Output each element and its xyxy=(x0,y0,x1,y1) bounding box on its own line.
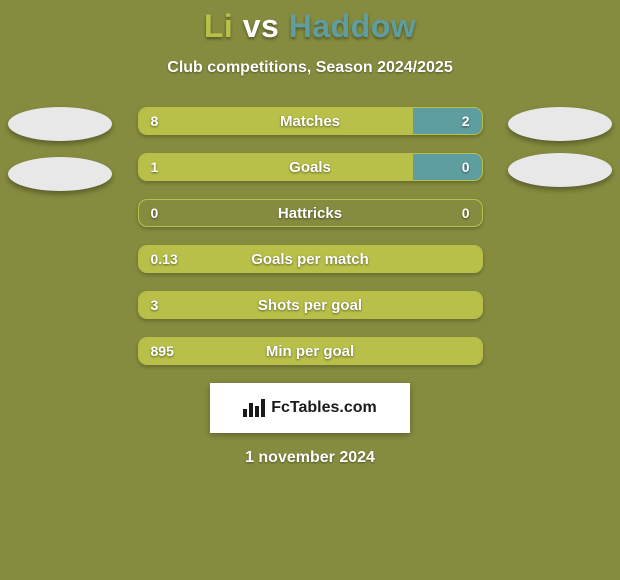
stat-row: 10Goals xyxy=(138,153,483,181)
chart-icon xyxy=(243,399,265,417)
comparison-title: Li vs Haddow xyxy=(0,0,620,45)
stat-bars: 82Matches 10Goals 00Hattricks 0.13Goals per… xyxy=(138,107,483,365)
player1-avatar xyxy=(8,107,112,141)
vs-text: vs xyxy=(233,8,288,44)
fctables-logo: FcTables.com xyxy=(210,383,410,433)
player1-avatar-column xyxy=(8,107,112,191)
player1-club-badge xyxy=(8,157,112,191)
player2-avatar xyxy=(508,107,612,141)
stat-label: Shots per goal xyxy=(139,292,482,318)
player1-name: Li xyxy=(204,8,233,44)
logo-text: FcTables.com xyxy=(271,399,377,417)
player2-name: Haddow xyxy=(289,8,416,44)
stat-row: 00Hattricks xyxy=(138,199,483,227)
stat-row: 82Matches xyxy=(138,107,483,135)
player2-avatar-column xyxy=(508,107,612,187)
stat-row: 895Min per goal xyxy=(138,337,483,365)
stat-label: Matches xyxy=(139,108,482,134)
compare-area: 82Matches 10Goals 00Hattricks 0.13Goals per… xyxy=(0,107,620,365)
stat-label: Min per goal xyxy=(139,338,482,364)
stat-label: Goals xyxy=(139,154,482,180)
footer-date: 1 november 2024 xyxy=(0,449,620,467)
player2-club-badge xyxy=(508,153,612,187)
stat-row: 0.13Goals per match xyxy=(138,245,483,273)
subtitle: Club competitions, Season 2024/2025 xyxy=(0,59,620,77)
stat-row: 3Shots per goal xyxy=(138,291,483,319)
stat-label: Goals per match xyxy=(139,246,482,272)
stat-label: Hattricks xyxy=(139,200,482,226)
